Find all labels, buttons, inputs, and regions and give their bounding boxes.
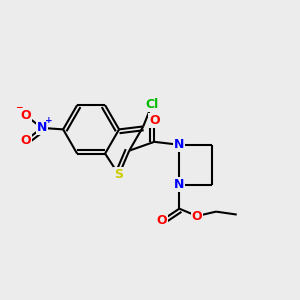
Text: −: − bbox=[15, 103, 22, 112]
Text: O: O bbox=[149, 114, 160, 127]
Text: N: N bbox=[37, 122, 47, 134]
Text: Cl: Cl bbox=[146, 98, 159, 111]
Text: O: O bbox=[156, 214, 167, 227]
Text: O: O bbox=[20, 109, 31, 122]
Text: S: S bbox=[114, 168, 123, 181]
Text: +: + bbox=[45, 116, 52, 125]
Text: N: N bbox=[174, 178, 184, 191]
Text: O: O bbox=[20, 134, 31, 147]
Text: N: N bbox=[174, 138, 184, 151]
Text: O: O bbox=[192, 209, 202, 223]
